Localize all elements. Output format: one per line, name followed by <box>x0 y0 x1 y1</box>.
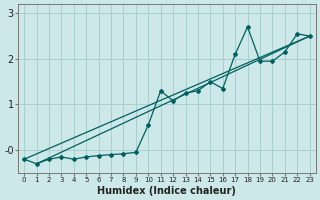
X-axis label: Humidex (Indice chaleur): Humidex (Indice chaleur) <box>98 186 236 196</box>
